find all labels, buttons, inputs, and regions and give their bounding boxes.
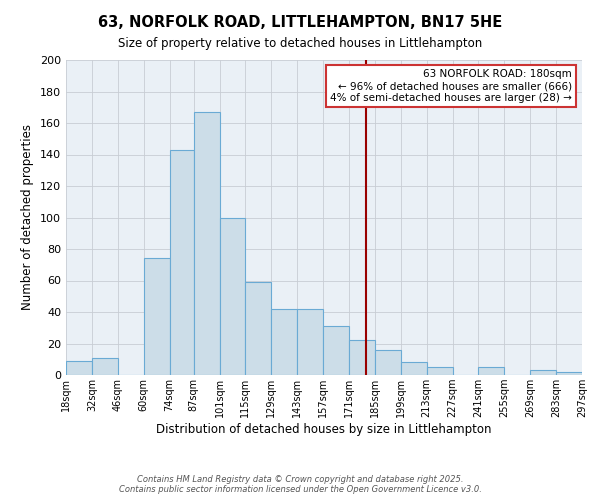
Bar	[478, 367, 505, 375]
Bar	[194, 112, 220, 375]
Bar	[245, 282, 271, 375]
Text: 63 NORFOLK ROAD: 180sqm
← 96% of detached houses are smaller (666)
4% of semi-de: 63 NORFOLK ROAD: 180sqm ← 96% of detache…	[330, 70, 572, 102]
Bar	[220, 218, 245, 375]
Bar	[297, 309, 323, 375]
Bar	[530, 370, 556, 375]
Bar	[66, 361, 92, 375]
Bar	[427, 367, 452, 375]
X-axis label: Distribution of detached houses by size in Littlehampton: Distribution of detached houses by size …	[156, 423, 492, 436]
Bar	[556, 372, 582, 375]
Bar	[375, 350, 401, 375]
Bar	[271, 309, 297, 375]
Bar	[92, 358, 118, 375]
Bar	[170, 150, 194, 375]
Bar	[143, 258, 170, 375]
Text: 63, NORFOLK ROAD, LITTLEHAMPTON, BN17 5HE: 63, NORFOLK ROAD, LITTLEHAMPTON, BN17 5H…	[98, 15, 502, 30]
Text: Contains HM Land Registry data © Crown copyright and database right 2025.
Contai: Contains HM Land Registry data © Crown c…	[119, 474, 481, 494]
Bar	[349, 340, 375, 375]
Bar	[401, 362, 427, 375]
Text: Size of property relative to detached houses in Littlehampton: Size of property relative to detached ho…	[118, 38, 482, 51]
Y-axis label: Number of detached properties: Number of detached properties	[22, 124, 34, 310]
Bar	[323, 326, 349, 375]
